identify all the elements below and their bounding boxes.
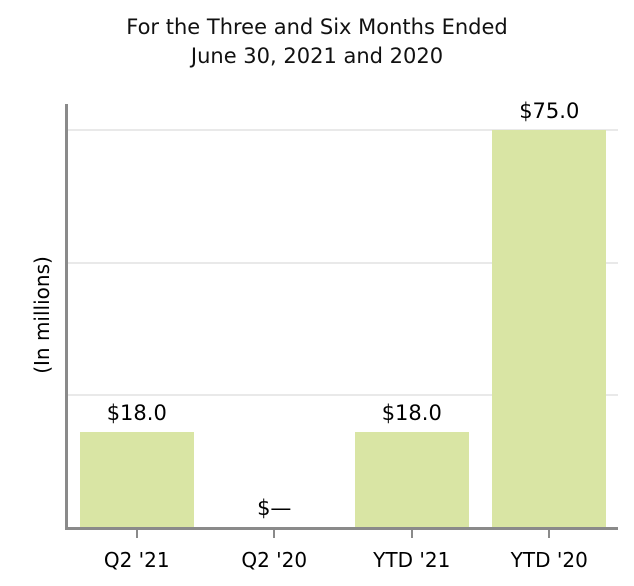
x-axis-layer: Q2 '21 Q2 '20 YTD '21 YTD '20 bbox=[68, 104, 618, 572]
x-label-q2-20: Q2 '20 bbox=[241, 548, 308, 572]
data-label-ytd-21: $18.0 bbox=[381, 400, 442, 425]
gridline-25 bbox=[68, 393, 618, 396]
x-label-ytd-20: YTD '20 bbox=[510, 548, 588, 572]
chart-title-line2: June 30, 2021 and 2020 bbox=[190, 44, 444, 68]
data-label-q2-21: $18.0 bbox=[106, 400, 167, 425]
x-label-ytd-21: YTD '21 bbox=[373, 548, 451, 572]
bar-q2-21 bbox=[79, 431, 194, 527]
chart-title-line1: For the Three and Six Months Ended bbox=[126, 15, 508, 39]
x-tick-q2-21 bbox=[135, 530, 138, 538]
bar-ytd-21 bbox=[354, 431, 469, 527]
x-label-q2-21: Q2 '21 bbox=[103, 548, 170, 572]
data-label-q2-20: $— bbox=[257, 496, 292, 520]
gridline-75 bbox=[68, 129, 618, 132]
gridlines-layer bbox=[68, 104, 618, 527]
x-tick-ytd-20 bbox=[548, 530, 551, 538]
plot-area: $18.0 $— $18.0 $75.0 Q2 '21 Q2 '20 YTD '21 YTD… bbox=[65, 99, 618, 572]
bar-ytd-20 bbox=[492, 130, 607, 527]
data-label-ytd-20: $75.0 bbox=[519, 99, 580, 124]
gridline-50 bbox=[68, 261, 618, 264]
x-tick-q2-20 bbox=[273, 530, 276, 538]
x-tick-ytd-21 bbox=[410, 530, 413, 538]
chart-title: For the Three and Six Months Ended June … bbox=[0, 13, 634, 71]
bars-layer: $18.0 $— $18.0 $75.0 bbox=[68, 99, 618, 527]
y-axis-label: (In millions) bbox=[30, 256, 54, 374]
